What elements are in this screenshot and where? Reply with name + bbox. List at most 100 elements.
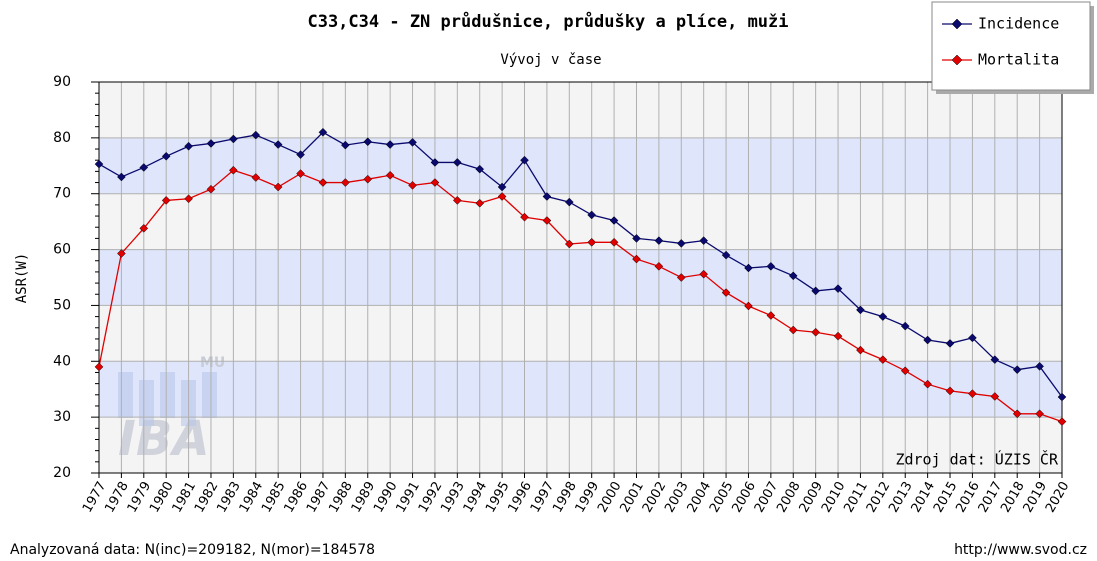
data-point xyxy=(408,137,417,147)
data-point xyxy=(296,150,305,159)
data-point xyxy=(184,194,193,204)
data-point xyxy=(117,249,126,258)
data-point xyxy=(609,216,619,225)
data-point xyxy=(229,134,238,144)
data-point xyxy=(408,180,417,190)
data-point xyxy=(475,198,485,208)
data-point xyxy=(744,263,753,273)
data-point xyxy=(430,158,440,167)
data-point xyxy=(1035,361,1044,371)
footer-right: http://www.svod.cz xyxy=(954,542,1087,558)
data-point xyxy=(117,172,126,182)
data-point xyxy=(923,379,932,389)
data-point xyxy=(721,288,731,297)
watermark-small: MU xyxy=(200,355,225,371)
data-point xyxy=(1012,409,1022,419)
data-point xyxy=(318,178,328,187)
y-tick-label: 40 xyxy=(53,353,71,369)
data-point xyxy=(900,321,910,331)
watermark-bar xyxy=(139,380,154,426)
data-point xyxy=(990,355,1000,364)
data-point xyxy=(900,366,910,376)
data-point xyxy=(452,196,462,205)
band xyxy=(99,305,1062,362)
data-point xyxy=(744,301,753,311)
y-tick-label: 70 xyxy=(53,186,71,202)
data-point xyxy=(318,127,328,137)
data-point xyxy=(1057,392,1067,402)
data-point xyxy=(654,261,664,271)
data-point xyxy=(497,182,507,192)
data-point xyxy=(161,151,171,161)
data-point xyxy=(94,159,104,169)
data-point xyxy=(520,212,529,222)
data-point xyxy=(878,312,888,321)
data-point xyxy=(811,286,821,296)
y-axis-label: ASR(W) xyxy=(14,253,30,304)
band xyxy=(99,249,1062,306)
data-point xyxy=(721,250,731,260)
data-point xyxy=(497,192,507,201)
data-point xyxy=(833,331,843,341)
data-point xyxy=(1035,409,1044,419)
data-point xyxy=(340,178,350,187)
band xyxy=(99,82,1062,138)
watermark-bar xyxy=(118,372,133,418)
y-tick-label: 50 xyxy=(53,297,71,313)
data-point xyxy=(968,389,977,399)
data-point xyxy=(1057,417,1067,426)
data-point xyxy=(206,139,216,148)
data-point xyxy=(676,239,686,248)
data-point xyxy=(923,335,932,345)
legend-label: Incidence xyxy=(978,15,1059,33)
watermark-bar xyxy=(160,372,175,418)
legend-label: Mortalita xyxy=(978,51,1059,69)
data-point xyxy=(564,197,574,207)
data-point xyxy=(856,305,865,315)
data-point xyxy=(587,210,597,220)
data-point xyxy=(542,192,552,201)
data-point xyxy=(430,178,440,187)
data-point xyxy=(475,164,485,174)
chart-title: C33,C34 - ZN průdušnice, průdušky a plíc… xyxy=(307,10,788,32)
data-point xyxy=(699,236,709,245)
data-point xyxy=(968,333,977,343)
data-point xyxy=(945,339,955,348)
band xyxy=(99,417,1062,473)
data-point xyxy=(161,196,171,205)
band xyxy=(99,193,1062,250)
data-point xyxy=(788,325,798,335)
watermark-bar xyxy=(202,372,217,418)
data-point xyxy=(251,173,261,182)
y-tick-label: 60 xyxy=(53,242,71,258)
data-point xyxy=(520,155,529,165)
data-point xyxy=(632,234,641,243)
footer-left: Analyzovaná data: N(inc)=209182, N(mor)=… xyxy=(10,542,375,558)
data-point xyxy=(856,345,865,355)
y-tick-label: 80 xyxy=(53,130,71,146)
x-tick-label: 2020 xyxy=(1043,479,1073,515)
source-note: Zdroj dat: ÚZIS ČR xyxy=(895,450,1059,469)
data-point xyxy=(296,169,305,178)
data-point xyxy=(766,311,776,320)
data-point xyxy=(788,271,798,281)
legend xyxy=(931,1,1091,91)
series-line xyxy=(98,169,1063,423)
data-point xyxy=(609,237,619,247)
data-point xyxy=(363,174,373,184)
data-point xyxy=(587,237,597,247)
data-point xyxy=(1012,365,1022,375)
data-point xyxy=(452,158,462,167)
data-point xyxy=(632,254,641,264)
data-point xyxy=(699,269,709,279)
data-point xyxy=(139,163,149,172)
data-point xyxy=(385,140,395,149)
data-point xyxy=(542,216,552,225)
data-point xyxy=(990,392,1000,401)
data-point xyxy=(766,261,776,271)
data-point xyxy=(363,137,373,147)
y-tick-label: 30 xyxy=(53,409,71,425)
series-line xyxy=(98,131,1063,398)
data-point xyxy=(139,223,149,233)
